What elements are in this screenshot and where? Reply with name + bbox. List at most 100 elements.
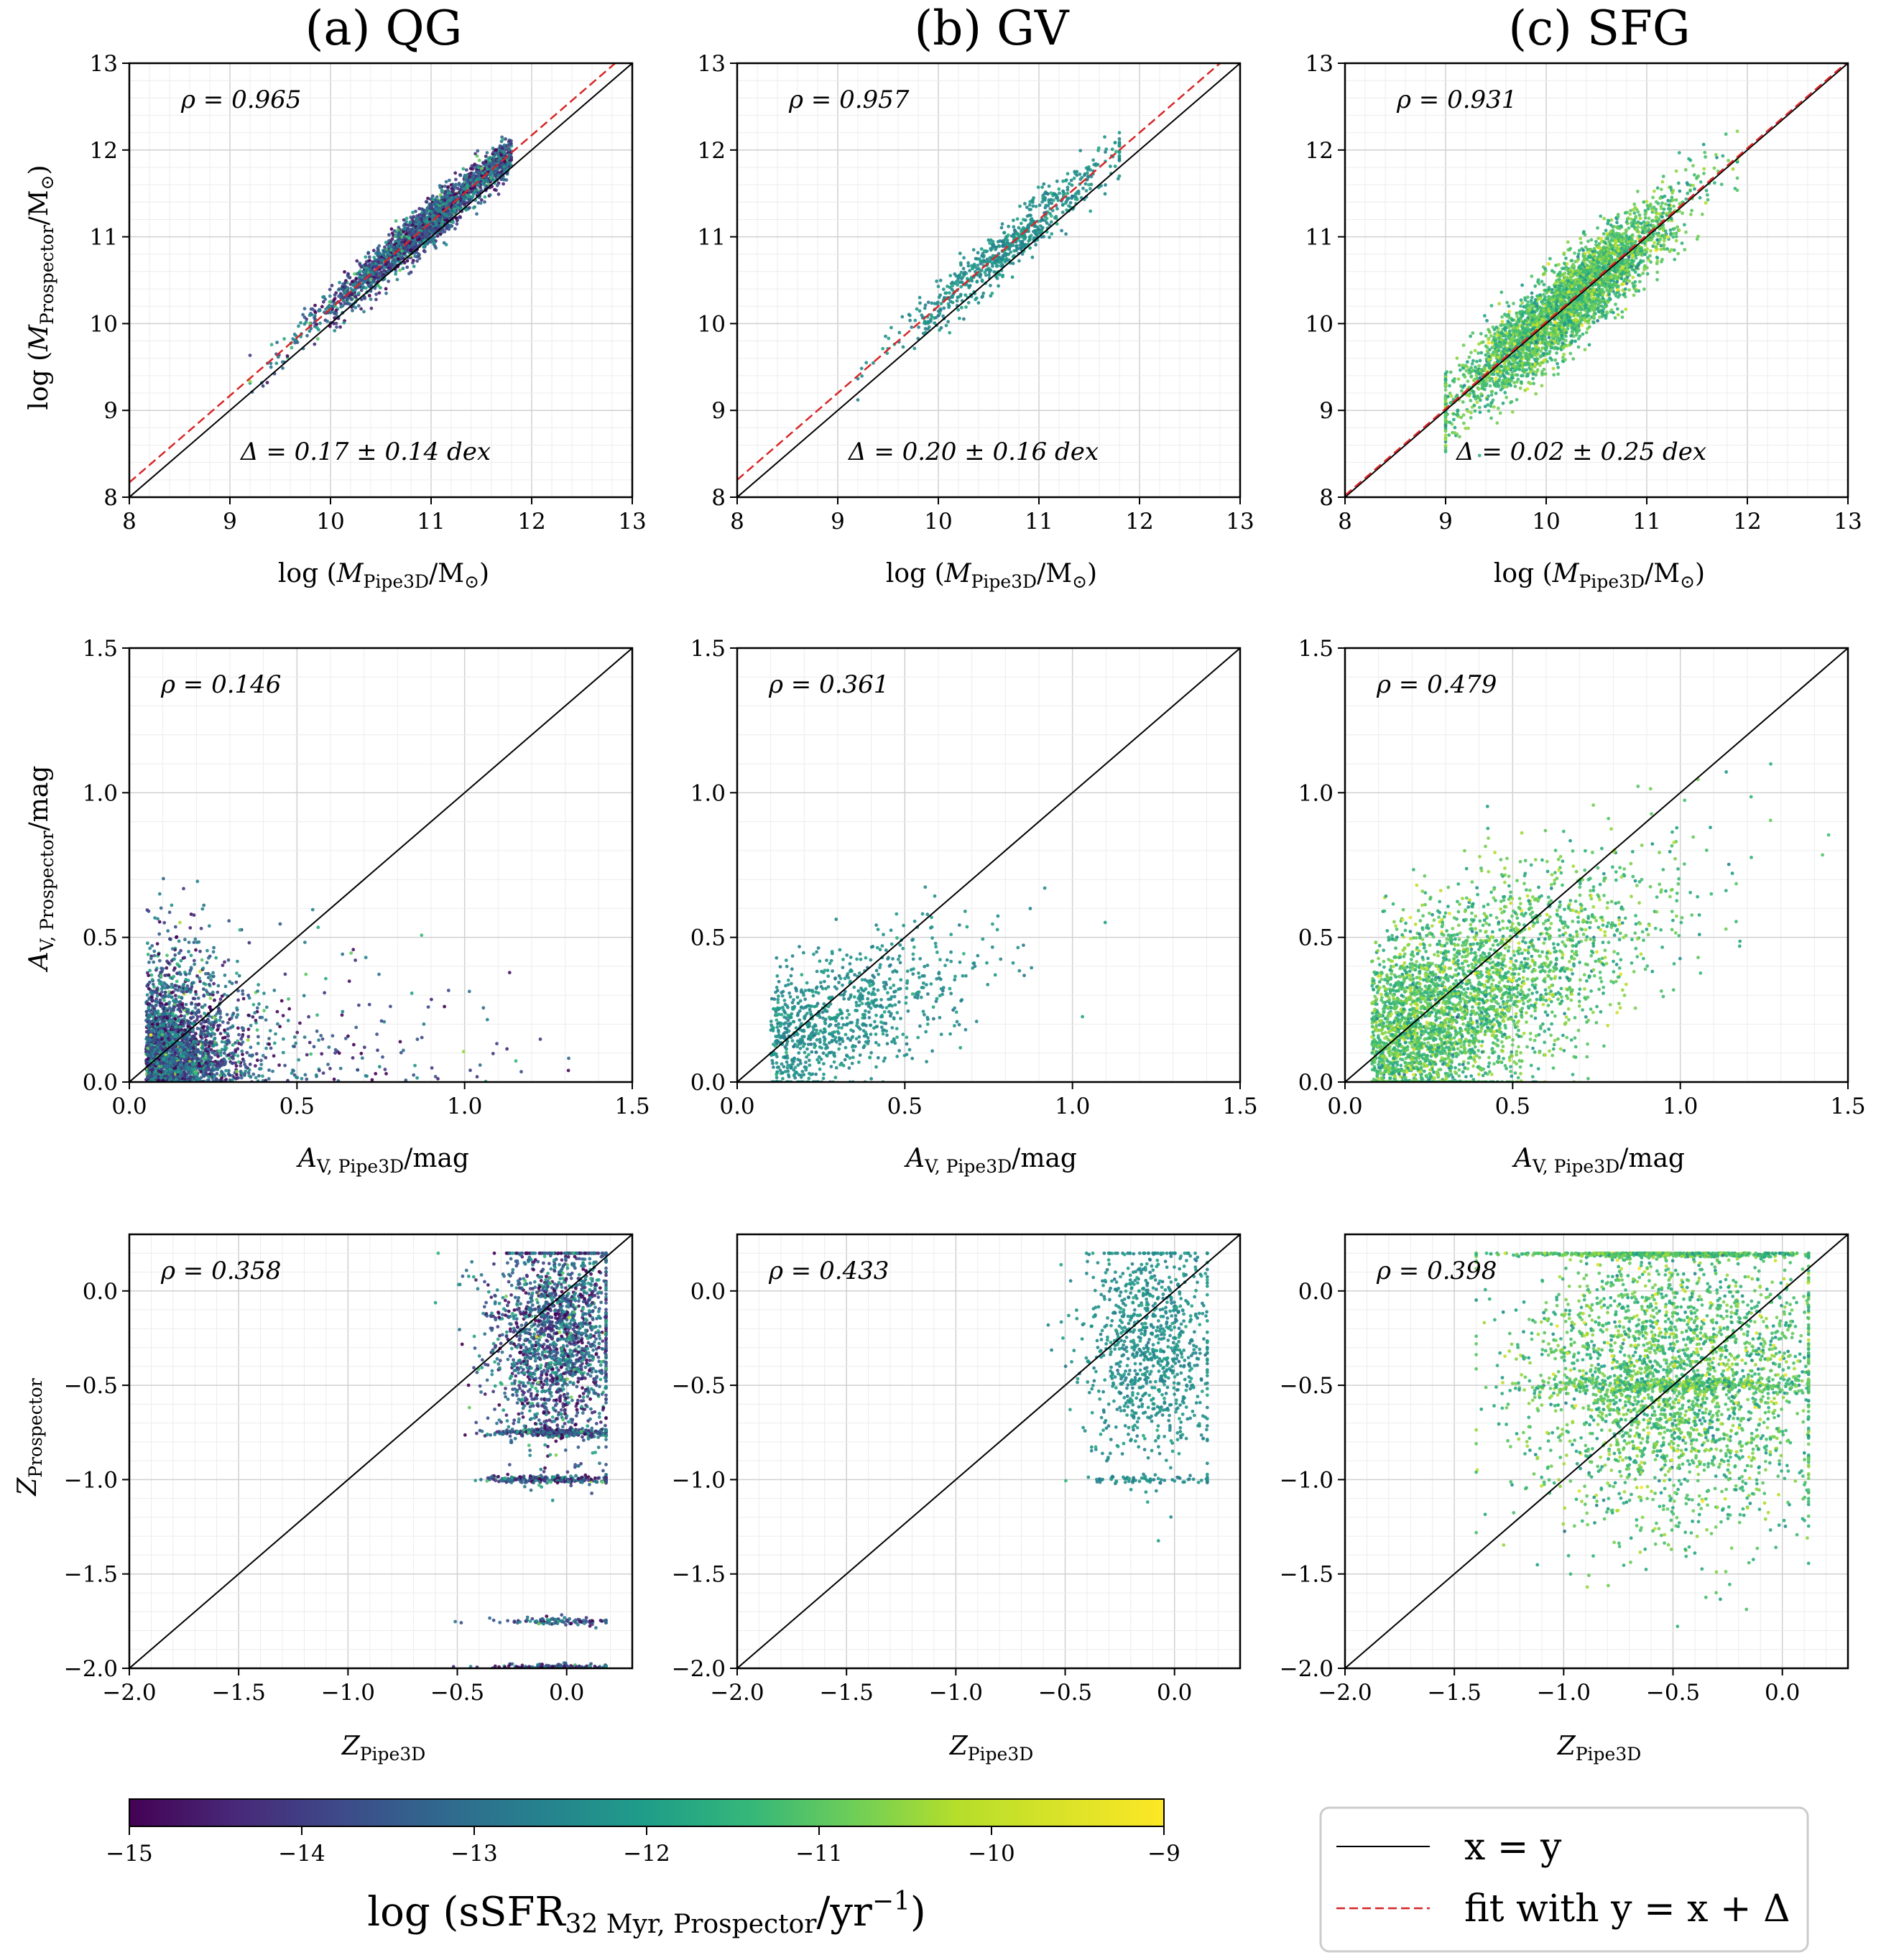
scatter-point [1045,221,1049,225]
scatter-point [1662,239,1666,243]
scatter-point [918,301,922,305]
scatter-point [504,137,507,141]
scatter-point [951,300,955,305]
scatter-point [366,271,371,275]
scatter-point [1645,203,1650,208]
scatter-point [1066,188,1070,192]
scatter-point [1063,201,1068,205]
y-tick-label: 13 [698,51,726,77]
scatter-point [366,278,370,282]
scatter-point [451,184,456,188]
scatter-point [1626,216,1630,221]
scatter-point [448,194,453,198]
scatter-point [960,305,963,310]
scatter-point [1023,202,1027,205]
scatter-point [407,236,411,240]
scatter-point [1066,172,1070,176]
scatter-point [420,228,423,233]
scatter-point [1535,294,1539,298]
scatter-point [476,149,480,153]
scatter-point [1045,216,1049,221]
scatter-point [353,305,358,310]
scatter-point [949,295,953,299]
scatter-point [464,168,468,172]
scatter-point [454,182,458,187]
scatter-point [1674,169,1678,173]
scatter-point [1029,234,1033,238]
column-title-qg: (a) QG [305,1,463,56]
scatter-point [1075,198,1079,201]
scatter-point [1457,364,1461,367]
x-tick-label: 9 [223,509,237,535]
scatter-point [405,265,410,269]
scatter-point [507,157,510,160]
scatter-point [405,216,409,221]
scatter-point [269,343,274,347]
scatter-point [885,351,889,356]
scatter-point [308,313,312,318]
scatter-point [1027,213,1031,217]
scatter-point [1042,182,1046,186]
column-title-sfg: (c) SFG [1508,1,1690,56]
scatter-point [443,184,447,188]
scatter-point [1001,274,1004,279]
scatter-point [1091,158,1095,162]
scatter-point [430,240,434,244]
scatter-point [428,217,432,221]
y-tick-label: 9 [711,398,726,424]
scatter-point [1016,246,1020,251]
scatter-point [935,279,938,283]
scatter-point [415,216,419,221]
scatter-point [357,291,361,295]
axes-frame [128,62,634,499]
scatter-point [1055,222,1059,226]
scatter-point [475,154,479,158]
scatter-point [1017,234,1022,237]
scatter-point [405,220,408,223]
scatter-point [944,323,948,328]
scatter-point [1020,221,1023,226]
scatter-point [1027,223,1030,227]
scatter-point [384,255,388,259]
scatter-point [309,326,313,330]
scatter-point [1033,228,1037,233]
scatter-point [328,300,332,304]
scatter-point [942,306,946,310]
scatter-point [456,187,460,190]
scatter-point [1049,198,1053,202]
scatter-point [445,194,449,198]
scatter-point [455,195,459,199]
scatter-point [450,220,455,224]
scatter-point [1651,195,1655,200]
scatter-point [402,227,407,231]
scatter-point [304,320,308,324]
scatter-point [328,310,332,315]
scatter-point [343,270,346,274]
scatter-point [1676,181,1681,185]
scatter-point [970,264,974,268]
scatter-point [962,273,966,277]
scatter-point [373,286,377,290]
scatter-point [860,374,864,378]
scatter-point [1117,131,1122,135]
scatter-point [456,205,461,210]
scatter-point [308,321,312,325]
scatter-point [494,174,498,178]
scatter-point [1485,318,1489,323]
scatter-point [343,281,347,285]
scatter-point [493,161,497,165]
scatter-point [358,274,362,279]
y-tick-label: 10 [90,311,118,337]
scatter-point [374,251,378,255]
scatter-point [302,307,307,310]
scatter-point [428,229,432,234]
scatter-point [351,308,354,313]
scatter-point [1017,259,1021,263]
scatter-point [1632,202,1637,206]
scatter-point [417,237,421,241]
scatter-point [1117,143,1122,147]
scatter-point [439,200,443,204]
scatter-point [479,198,484,202]
scatter-point [1031,200,1035,204]
scatter-point [417,256,422,261]
